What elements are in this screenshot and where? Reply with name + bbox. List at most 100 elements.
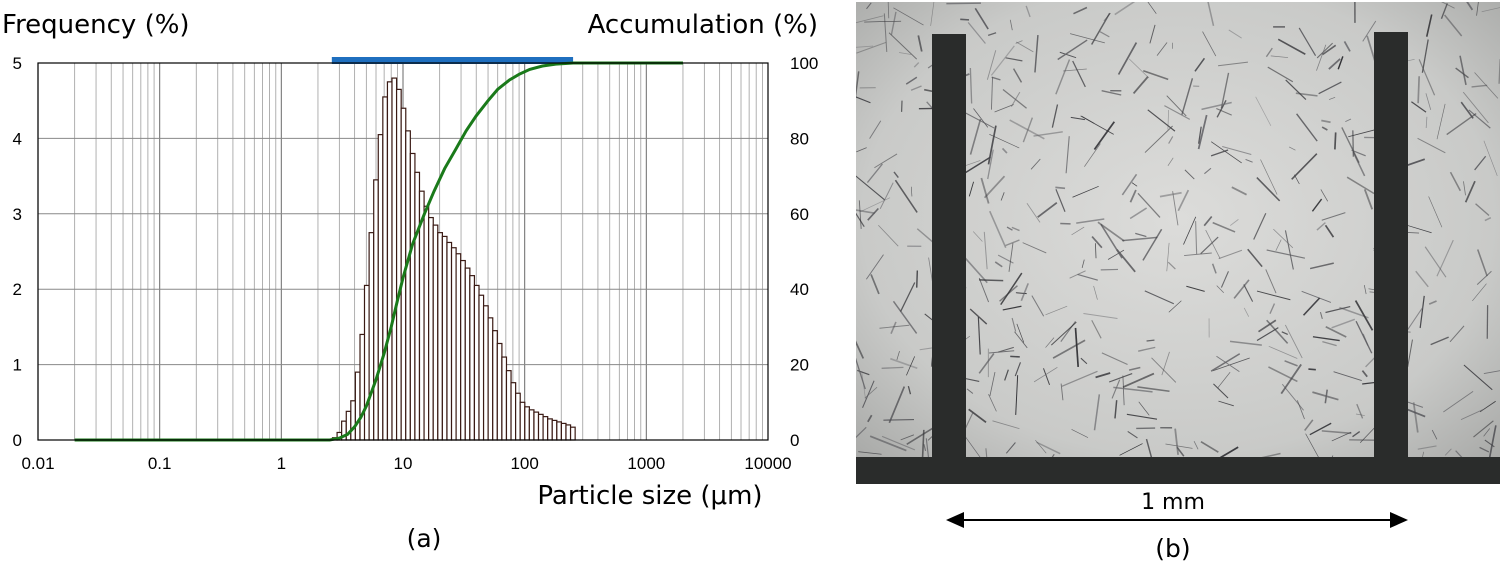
fiber <box>1462 91 1489 124</box>
fiber <box>986 50 997 80</box>
fiber <box>1407 307 1424 331</box>
fiber <box>1285 79 1307 101</box>
fiber <box>1045 305 1068 316</box>
fiber <box>870 274 880 295</box>
fiber <box>869 435 907 452</box>
fiber <box>856 212 865 228</box>
fiber <box>968 181 974 197</box>
x-tick-label: 0.1 <box>148 454 172 473</box>
fiber <box>1055 186 1066 190</box>
fiber <box>1324 224 1335 238</box>
frequency-bar <box>510 382 517 441</box>
frequency-bar <box>515 392 521 441</box>
y-left-tick-label: 5 <box>13 54 22 73</box>
fiber <box>1325 325 1347 338</box>
fiber <box>1468 109 1491 129</box>
fiber <box>1345 118 1352 123</box>
fiber <box>969 118 982 155</box>
frequency-bar <box>519 401 526 441</box>
fiber <box>856 96 871 104</box>
fiber <box>1077 273 1098 281</box>
fiber <box>1210 353 1241 372</box>
fiber <box>866 2 872 10</box>
fiber <box>1147 2 1157 14</box>
y-left-tick-label: 3 <box>13 205 22 224</box>
fiber <box>1407 339 1413 368</box>
fiber <box>1011 226 1020 232</box>
fiber <box>989 371 996 397</box>
fiber <box>1428 300 1437 305</box>
fiber <box>1253 213 1267 240</box>
fiber <box>1280 363 1302 395</box>
fiber <box>1341 127 1360 164</box>
fiber <box>1071 429 1089 438</box>
y-right-tick-label: 60 <box>790 205 809 224</box>
fiber <box>1093 121 1116 150</box>
frequency-bar <box>441 235 448 441</box>
fiber <box>1008 243 1014 272</box>
fiber <box>1084 143 1101 167</box>
fiber <box>1266 249 1306 259</box>
fiber <box>1256 290 1291 301</box>
frequency-bar <box>354 371 361 441</box>
fiber <box>1076 218 1105 224</box>
fiber <box>1415 270 1429 288</box>
fiber <box>1418 59 1436 96</box>
fiber <box>1034 34 1039 73</box>
fiber <box>856 426 867 439</box>
fiber <box>1265 47 1273 58</box>
frequency-bar <box>551 419 558 441</box>
fiber <box>1108 372 1133 383</box>
fiber <box>1122 236 1158 242</box>
fiber <box>966 388 974 394</box>
panel-a-label: (a) <box>407 524 442 553</box>
fiber <box>1030 158 1041 170</box>
fiber <box>1113 386 1153 393</box>
fiber <box>972 231 983 242</box>
fiber <box>1229 340 1262 346</box>
fiber <box>1298 27 1317 57</box>
fiber <box>1417 137 1446 154</box>
fiber <box>1268 366 1298 383</box>
fiber <box>1005 239 1020 247</box>
fiber <box>1167 261 1176 270</box>
fiber <box>916 270 918 288</box>
fiber <box>1006 226 1013 231</box>
fiber <box>1198 126 1202 144</box>
fiber <box>910 186 913 197</box>
fiber <box>1194 57 1206 72</box>
frequency-bars <box>331 77 576 441</box>
fiber <box>1107 249 1125 260</box>
fiber <box>1424 246 1447 278</box>
fiber <box>1407 401 1424 408</box>
fiber <box>1449 325 1465 343</box>
right-axis-title: Accumulation (%) <box>588 10 818 40</box>
fiber <box>1129 189 1137 203</box>
fiber <box>1146 339 1155 342</box>
fiber <box>1121 173 1138 196</box>
fiber <box>1195 221 1198 255</box>
fiber <box>856 340 865 359</box>
fiber <box>856 147 867 153</box>
fiber <box>1417 445 1437 450</box>
fiber <box>1362 333 1369 346</box>
fiber <box>1095 243 1097 259</box>
frequency-bar <box>560 422 567 441</box>
fiber <box>1361 370 1368 378</box>
fiber <box>1131 182 1138 187</box>
fiber <box>1033 131 1063 137</box>
fiber <box>1430 336 1449 346</box>
fiber <box>1328 96 1336 100</box>
fiber <box>1036 441 1061 455</box>
fiber <box>1233 279 1250 299</box>
fiber <box>879 324 910 329</box>
fiber <box>1037 202 1058 218</box>
fiber <box>1138 401 1150 416</box>
fiber <box>1026 203 1041 223</box>
fiber <box>1200 440 1219 453</box>
fiber <box>1033 366 1058 383</box>
fiber <box>856 71 860 99</box>
fiber <box>1229 219 1239 226</box>
fiber <box>994 104 1014 113</box>
fiber <box>1331 318 1356 329</box>
